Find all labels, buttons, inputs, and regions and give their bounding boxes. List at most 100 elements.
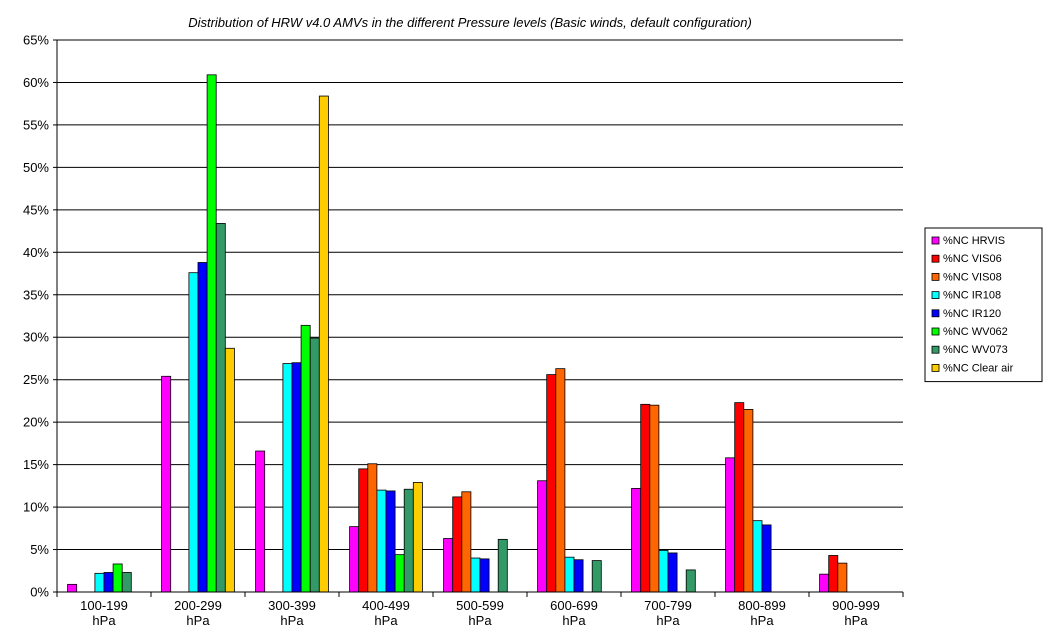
y-tick-label: 50% bbox=[23, 160, 49, 175]
legend-label: %NC VIS06 bbox=[943, 253, 1002, 265]
legend-label: %NC WV062 bbox=[943, 326, 1008, 338]
y-tick-label: 30% bbox=[23, 330, 49, 345]
bar bbox=[215, 223, 226, 593]
bar bbox=[358, 468, 369, 593]
legend-label: %NC WV073 bbox=[943, 344, 1008, 356]
y-tick-label: 0% bbox=[30, 585, 49, 600]
x-tick-label: hPa bbox=[750, 613, 774, 628]
bar bbox=[734, 402, 745, 593]
legend: %NC HRVIS %NC VIS06 %NC VIS08 %NC IR108 %NC … bbox=[924, 227, 1043, 383]
x-tick-label: 200-299 bbox=[174, 598, 222, 613]
legend-swatch bbox=[931, 291, 940, 300]
x-tick-label: 300-399 bbox=[268, 598, 316, 613]
y-tick-label: 40% bbox=[23, 245, 49, 260]
bar bbox=[318, 95, 329, 593]
bar bbox=[546, 374, 557, 593]
bar bbox=[479, 558, 490, 593]
bar bbox=[752, 520, 763, 593]
bar bbox=[591, 560, 602, 593]
bar bbox=[309, 337, 320, 593]
legend-box bbox=[924, 227, 1043, 383]
bar bbox=[121, 572, 132, 593]
bar bbox=[197, 262, 208, 593]
legend-label: %NC IR120 bbox=[943, 308, 1001, 320]
x-tick-label: hPa bbox=[186, 613, 210, 628]
x-tick-label: 700-799 bbox=[644, 598, 692, 613]
x-tick-label: hPa bbox=[844, 613, 868, 628]
bar bbox=[112, 563, 123, 593]
bar bbox=[188, 272, 199, 593]
legend-swatch bbox=[931, 345, 940, 354]
y-tick-label: 55% bbox=[23, 117, 49, 132]
bar bbox=[564, 556, 575, 593]
legend-swatch bbox=[931, 272, 940, 281]
bar bbox=[394, 554, 405, 593]
x-tick-label: hPa bbox=[468, 613, 492, 628]
x-tick-label: hPa bbox=[280, 613, 304, 628]
bar bbox=[161, 375, 172, 593]
bar bbox=[443, 538, 454, 593]
legend-swatch bbox=[931, 236, 940, 245]
bar bbox=[103, 572, 114, 593]
x-tick-label: hPa bbox=[92, 613, 116, 628]
bar bbox=[94, 572, 105, 593]
x-tick-label: hPa bbox=[656, 613, 680, 628]
bar bbox=[497, 538, 508, 593]
bar bbox=[470, 557, 481, 593]
bar bbox=[837, 562, 848, 593]
bar bbox=[461, 491, 472, 593]
x-tick-label: hPa bbox=[562, 613, 586, 628]
legend-swatch bbox=[931, 309, 940, 318]
bar bbox=[67, 583, 78, 593]
series--nc-vis08 bbox=[367, 368, 848, 593]
series--nc-ir108 bbox=[94, 272, 763, 593]
bar bbox=[255, 450, 266, 593]
bar bbox=[376, 489, 387, 593]
bars bbox=[67, 74, 848, 593]
bar bbox=[412, 482, 423, 593]
y-tick-label: 15% bbox=[23, 457, 49, 472]
y-tick-label: 20% bbox=[23, 415, 49, 430]
bar bbox=[385, 490, 396, 593]
bar bbox=[291, 362, 302, 593]
legend-label: %NC VIS08 bbox=[943, 271, 1002, 283]
y-tick-label: 65% bbox=[23, 33, 49, 48]
bar bbox=[828, 555, 839, 593]
grid bbox=[57, 39, 903, 551]
bar bbox=[224, 347, 235, 593]
axes bbox=[56, 40, 903, 593]
y-tick-label: 5% bbox=[30, 542, 49, 557]
bar bbox=[282, 363, 293, 593]
y-tick-label: 45% bbox=[23, 202, 49, 217]
bar bbox=[761, 524, 772, 593]
bar bbox=[367, 463, 378, 593]
x-tick-label: 900-999 bbox=[832, 598, 880, 613]
y-tick-label: 60% bbox=[23, 75, 49, 90]
legend-label: %NC Clear air bbox=[943, 362, 1014, 374]
x-tick-label: 500-599 bbox=[456, 598, 504, 613]
x-tick-label: 400-499 bbox=[362, 598, 410, 613]
y-axis-ticks: 0% 5% 10% 15% 20% 25% 30% 35% 40% 45% 50% 55% 60% 65% bbox=[23, 33, 57, 600]
bar bbox=[649, 404, 660, 593]
legend-swatch bbox=[931, 363, 940, 372]
bar bbox=[452, 496, 463, 593]
bar bbox=[725, 457, 736, 593]
bar bbox=[403, 488, 414, 593]
bar bbox=[658, 549, 669, 593]
legend-swatch bbox=[931, 327, 940, 336]
x-tick-label: 100-199 bbox=[80, 598, 128, 613]
bar bbox=[300, 324, 311, 593]
y-tick-label: 35% bbox=[23, 287, 49, 302]
bar bbox=[685, 569, 696, 593]
bar bbox=[555, 368, 566, 593]
x-tick-label: hPa bbox=[374, 613, 398, 628]
legend-label: %NC HRVIS bbox=[943, 235, 1005, 247]
bar bbox=[743, 409, 754, 593]
bar bbox=[631, 487, 642, 593]
bar bbox=[573, 559, 584, 593]
bar bbox=[667, 552, 678, 593]
bar bbox=[537, 480, 548, 593]
x-tick-label: 600-699 bbox=[550, 598, 598, 613]
chart-title: Distribution of HRW v4.0 AMVs in the dif… bbox=[188, 15, 752, 30]
